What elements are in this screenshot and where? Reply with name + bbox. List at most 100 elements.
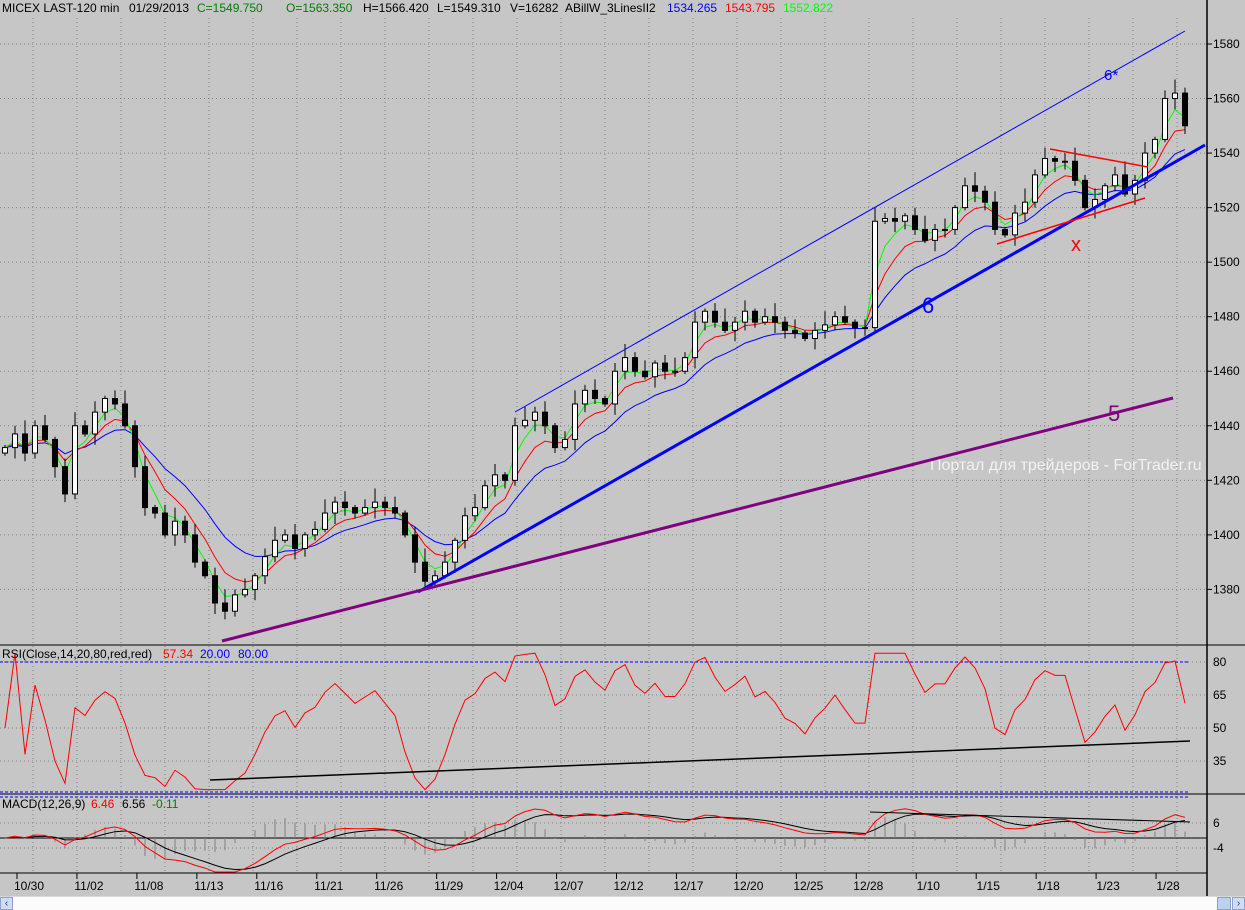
candle — [892, 218, 898, 222]
low-value: L=1549.310 — [437, 1, 501, 15]
candle — [402, 512, 408, 536]
candle — [932, 228, 938, 241]
candle — [502, 474, 508, 481]
candle — [942, 228, 948, 231]
candle — [202, 561, 208, 577]
x-tick-label: 12/04 — [494, 879, 524, 893]
macd-value: 6.46 — [91, 797, 115, 811]
candle — [1042, 158, 1048, 176]
candle — [492, 474, 498, 487]
candle — [532, 411, 538, 421]
candle — [32, 425, 38, 454]
candle — [1002, 228, 1008, 236]
rsi-tick-label: 65 — [1213, 688, 1227, 702]
candle — [562, 438, 568, 449]
rsi-high-level: 80.00 — [238, 647, 269, 661]
triangle-top-line — [1049, 148, 1149, 168]
candle — [632, 357, 638, 372]
x-tick-label: 12/17 — [673, 879, 703, 893]
candle — [282, 534, 288, 541]
candle — [292, 534, 298, 549]
candle — [752, 310, 758, 323]
channel-top-line — [514, 30, 1186, 413]
candle — [702, 310, 708, 323]
candle — [422, 561, 428, 582]
macd-line — [4, 808, 1186, 873]
candle — [872, 220, 878, 329]
candle — [262, 556, 268, 577]
candle — [192, 534, 198, 563]
candle — [522, 419, 528, 427]
y-tick-label: 1440 — [1213, 419, 1240, 433]
x-tick-label: 11/21 — [314, 879, 343, 893]
candle — [552, 425, 558, 449]
x-tick-label: 11/13 — [194, 879, 223, 893]
candle — [162, 512, 168, 536]
candle — [992, 201, 998, 230]
x-tick-label: 11/08 — [134, 879, 163, 893]
candle — [52, 438, 58, 468]
rsi-tick-label: 80 — [1213, 655, 1227, 669]
candle — [862, 327, 868, 330]
ma-mid-value: 1543.795 — [725, 1, 776, 15]
candle — [782, 321, 788, 331]
rsi-tick-label: 35 — [1213, 754, 1227, 768]
candle — [232, 594, 238, 612]
histogram-value: -0.11 — [152, 797, 179, 811]
candle — [132, 425, 138, 468]
x-tick-label: 12/25 — [793, 879, 823, 893]
candle — [962, 185, 968, 209]
y-tick-label: 1460 — [1213, 364, 1240, 378]
candle — [342, 501, 348, 509]
triangle-bottom-line — [996, 197, 1146, 245]
scroll-right-button[interactable]: › — [1232, 897, 1245, 910]
rsi-low-level: 20.00 — [200, 647, 231, 661]
candle — [332, 501, 338, 514]
candle — [1122, 174, 1128, 195]
x-tick-label: 11/02 — [74, 879, 103, 893]
candle — [642, 370, 648, 378]
candle — [212, 575, 218, 604]
candle — [572, 403, 578, 440]
candle — [482, 485, 488, 509]
x-tick-label: 11/16 — [254, 879, 283, 893]
high-value: H=1566.420 — [363, 1, 429, 15]
trend-label-6: 6 — [922, 293, 934, 318]
y-tick-label: 1400 — [1213, 528, 1240, 542]
candle — [722, 321, 728, 331]
horizontal-scrollbar[interactable]: ‹ › — [0, 896, 1245, 910]
candle — [842, 316, 848, 323]
scroll-thumb[interactable] — [1217, 897, 1231, 910]
candle — [222, 602, 228, 612]
x-tick-label: 10/30 — [14, 879, 44, 893]
y-tick-label: 1540 — [1213, 146, 1240, 160]
candle — [142, 466, 148, 509]
x-tick-label: 1/10 — [917, 879, 941, 893]
candle — [82, 425, 88, 435]
close-value: C=1549.750 — [197, 1, 263, 15]
channel-top-label: 6* — [1104, 67, 1118, 84]
candle — [122, 403, 128, 427]
candle — [1152, 138, 1158, 154]
candle — [902, 215, 908, 222]
candle — [712, 310, 718, 323]
ma-fast-value: 1552.822 — [783, 1, 834, 15]
candle — [412, 534, 418, 563]
y-tick-label: 1480 — [1213, 310, 1240, 324]
candle — [672, 370, 678, 373]
y-tick-label: 1580 — [1213, 37, 1240, 51]
candle — [1062, 160, 1068, 163]
candle — [922, 228, 928, 241]
scroll-left-button[interactable]: ‹ — [0, 897, 13, 910]
candle — [512, 425, 518, 481]
x-tick-label: 12/07 — [554, 879, 584, 893]
candle — [662, 362, 668, 372]
rsi-tick-label: 50 — [1213, 721, 1227, 735]
x-tick-label: 11/29 — [434, 879, 463, 893]
candle — [1182, 92, 1188, 127]
y-tick-label: 1500 — [1213, 255, 1240, 269]
candle — [1072, 160, 1078, 181]
candle — [832, 316, 838, 326]
y-tick-label: 1560 — [1213, 92, 1240, 106]
x-tick-label: 1/28 — [1156, 879, 1180, 893]
